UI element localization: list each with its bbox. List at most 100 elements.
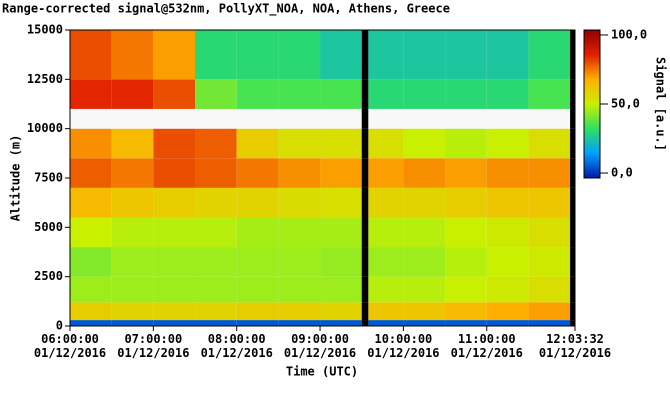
heatmap-cell [528, 217, 571, 248]
y-tick-label: 15000 [27, 23, 63, 37]
heatmap-cell [528, 108, 571, 129]
heatmap-cell [368, 108, 404, 129]
heatmap-cell [236, 108, 279, 129]
data-gap [361, 276, 369, 303]
data-gap [570, 217, 575, 248]
heatmap-cell [320, 128, 362, 159]
heatmap-cell [528, 276, 571, 303]
colorbar-label: Signal [a.u.] [654, 57, 668, 151]
heatmap-cell [403, 128, 446, 159]
heatmap-cell [111, 128, 154, 159]
data-gap [570, 79, 575, 109]
heatmap-cell [153, 302, 196, 321]
heatmap-cell [486, 158, 529, 188]
heatmap-cell [320, 247, 362, 277]
heatmap-cell [70, 79, 112, 109]
heatmap-cell [528, 158, 571, 188]
heatmap-cell [236, 247, 279, 277]
heatmap-cell [278, 158, 321, 188]
heatmap-cell [368, 30, 404, 80]
heatmap-cell [195, 276, 237, 303]
heatmap-cell [486, 247, 529, 277]
heatmap-cell [528, 320, 571, 326]
colorbar-tick-label: 50,0 [611, 97, 640, 111]
data-gap [361, 30, 369, 80]
data-gap [361, 302, 369, 321]
heatmap-cell [236, 79, 279, 109]
heatmap-cell [320, 302, 362, 321]
heatmap-cell [195, 247, 237, 277]
heatmap-cell [111, 108, 154, 129]
x-tick-label: 06:00:00 01/12/2016 [33, 332, 107, 360]
heatmap-cell [528, 79, 571, 109]
heatmap-cell [153, 79, 196, 109]
heatmap-cell [403, 320, 446, 326]
heatmap-cell [445, 276, 487, 303]
data-gap [361, 247, 369, 277]
heatmap-cell [368, 247, 404, 277]
heatmap-cell [70, 217, 112, 248]
heatmap-cell [195, 158, 237, 188]
heatmap-cell [403, 108, 446, 129]
heatmap-cell [195, 128, 237, 159]
heatmap-cell [445, 108, 487, 129]
y-tick-label: 10000 [27, 121, 63, 135]
heatmap-cell [368, 79, 404, 109]
heatmap-cell [486, 79, 529, 109]
heatmap-cell [403, 276, 446, 303]
heatmap-cell [70, 276, 112, 303]
heatmap-cell [278, 30, 321, 80]
heatmap-cell [445, 302, 487, 321]
heatmap-cell [70, 187, 112, 218]
heatmap-cell [445, 79, 487, 109]
heatmap-cell [403, 247, 446, 277]
heatmap-cell [528, 30, 571, 80]
heatmap-cell [486, 276, 529, 303]
heatmap-cell [153, 247, 196, 277]
heatmap-cell [111, 276, 154, 303]
heatmap-cell [528, 187, 571, 218]
heatmap-cell [445, 158, 487, 188]
heatmap-cell [236, 302, 279, 321]
heatmap-cell [528, 128, 571, 159]
heatmap-cell [278, 128, 321, 159]
heatmap-cell [195, 108, 237, 129]
chart-title: Range-corrected signal@532nm, PollyXT_NO… [2, 2, 450, 17]
heatmap-cell [70, 302, 112, 321]
heatmap-cell [403, 79, 446, 109]
x-axis-label: Time (UTC) [286, 365, 358, 379]
heatmap-cell [111, 247, 154, 277]
heatmap-cell [368, 276, 404, 303]
data-gap [361, 320, 369, 326]
heatmap-cell [236, 158, 279, 188]
heatmap-cell [111, 158, 154, 188]
data-gap [570, 30, 575, 80]
heatmap-cell [445, 247, 487, 277]
heatmap-cell [368, 320, 404, 326]
heatmap-cell [195, 187, 237, 218]
heatmap-cell [368, 217, 404, 248]
heatmap-cell [70, 320, 112, 326]
heatmap-cell [278, 320, 321, 326]
x-tick-label: 12:03:32 01/12/2016 [538, 332, 612, 360]
heatmap-cell [278, 187, 321, 218]
x-tick-label: 07:00:00 01/12/2016 [117, 332, 190, 360]
heatmap-cell [445, 187, 487, 218]
x-tick-label: 09:00:00 01/12/2016 [283, 332, 357, 360]
data-gap [570, 128, 575, 159]
heatmap-cell [445, 30, 487, 80]
data-gap [361, 108, 369, 129]
heatmap-cell [236, 30, 279, 80]
heatmap-cell [486, 187, 529, 218]
heatmap-cell [403, 302, 446, 321]
heatmap-cell [445, 128, 487, 159]
data-gap [361, 128, 369, 159]
data-gap [361, 187, 369, 218]
heatmap-cell [111, 187, 154, 218]
heatmap-cell [111, 79, 154, 109]
y-tick-label: 5000 [34, 220, 63, 234]
heatmap-cell [195, 302, 237, 321]
y-tick-label: 0 [56, 319, 63, 333]
heatmap-cell [403, 187, 446, 218]
